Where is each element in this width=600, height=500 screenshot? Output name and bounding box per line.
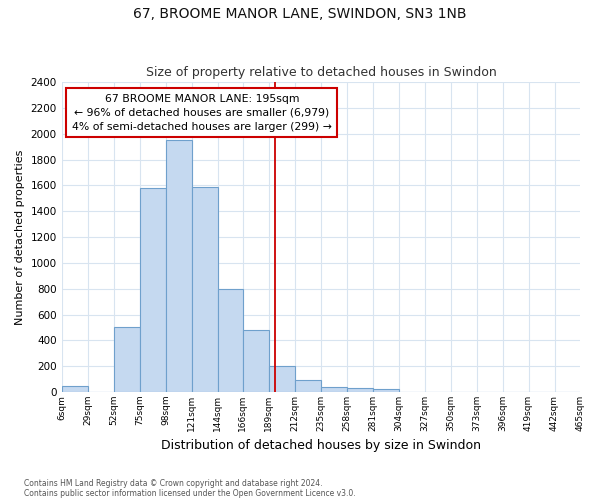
Bar bbox=[320, 387, 347, 392]
Bar bbox=[373, 390, 398, 392]
Y-axis label: Number of detached properties: Number of detached properties bbox=[15, 150, 25, 324]
Bar bbox=[269, 366, 295, 392]
Text: 67 BROOME MANOR LANE: 195sqm
← 96% of detached houses are smaller (6,979)
4% of : 67 BROOME MANOR LANE: 195sqm ← 96% of de… bbox=[72, 94, 332, 132]
Bar bbox=[242, 330, 269, 392]
Bar bbox=[62, 386, 88, 392]
X-axis label: Distribution of detached houses by size in Swindon: Distribution of detached houses by size … bbox=[161, 440, 481, 452]
Bar bbox=[347, 388, 373, 392]
Title: Size of property relative to detached houses in Swindon: Size of property relative to detached ho… bbox=[146, 66, 496, 80]
Bar bbox=[140, 188, 166, 392]
Bar bbox=[113, 328, 140, 392]
Bar bbox=[295, 380, 320, 392]
Bar bbox=[218, 288, 242, 392]
Bar bbox=[166, 140, 191, 392]
Bar bbox=[191, 186, 218, 392]
Text: 67, BROOME MANOR LANE, SWINDON, SN3 1NB: 67, BROOME MANOR LANE, SWINDON, SN3 1NB bbox=[133, 8, 467, 22]
Text: Contains HM Land Registry data © Crown copyright and database right 2024.
Contai: Contains HM Land Registry data © Crown c… bbox=[24, 479, 356, 498]
